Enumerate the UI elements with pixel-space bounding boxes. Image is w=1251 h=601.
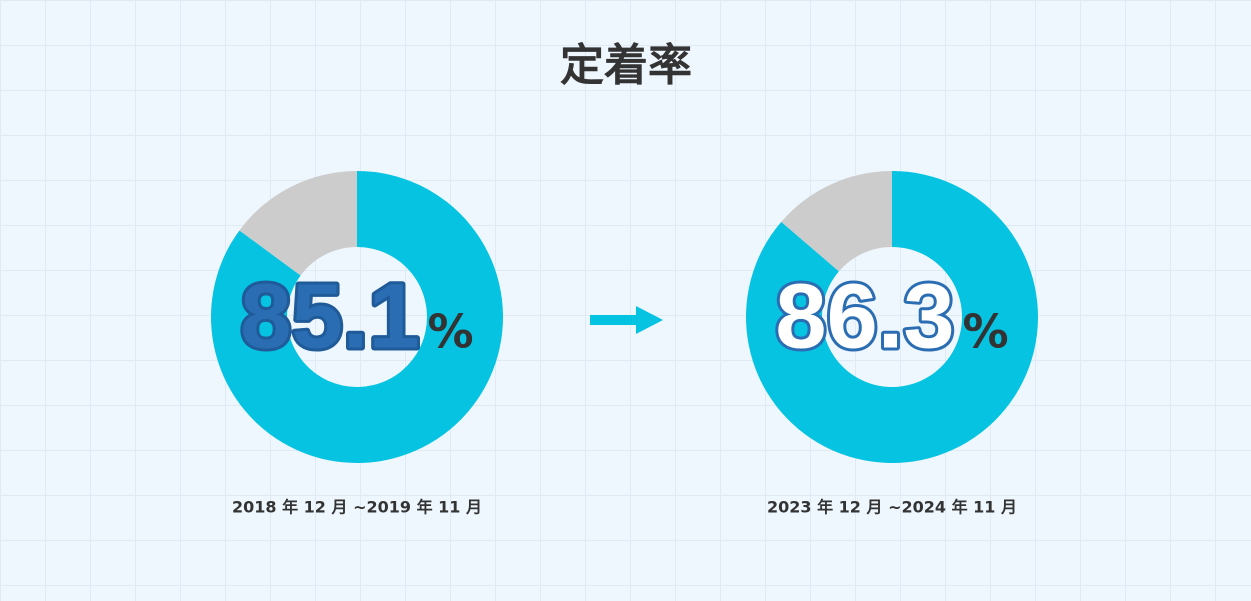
caption: 2023 年 12 月 ~2024 年 11 月 (767, 498, 1017, 517)
donut-segment (239, 171, 357, 276)
value-label: 86.3% (772, 262, 1008, 370)
arrow (590, 306, 663, 334)
value-unit: % (962, 305, 1008, 359)
caption: 2018 年 12 月 ~2019 年 11 月 (232, 498, 482, 517)
value-unit: % (427, 305, 473, 359)
value-number: 85.1 (240, 265, 419, 367)
value-label: 85.1% (237, 262, 473, 370)
donut-segment (781, 171, 892, 272)
donut-segment (210, 171, 504, 463)
title: 定着率 (560, 40, 692, 91)
donut-segment (745, 171, 1038, 463)
value-number: 86.3 (775, 265, 954, 367)
